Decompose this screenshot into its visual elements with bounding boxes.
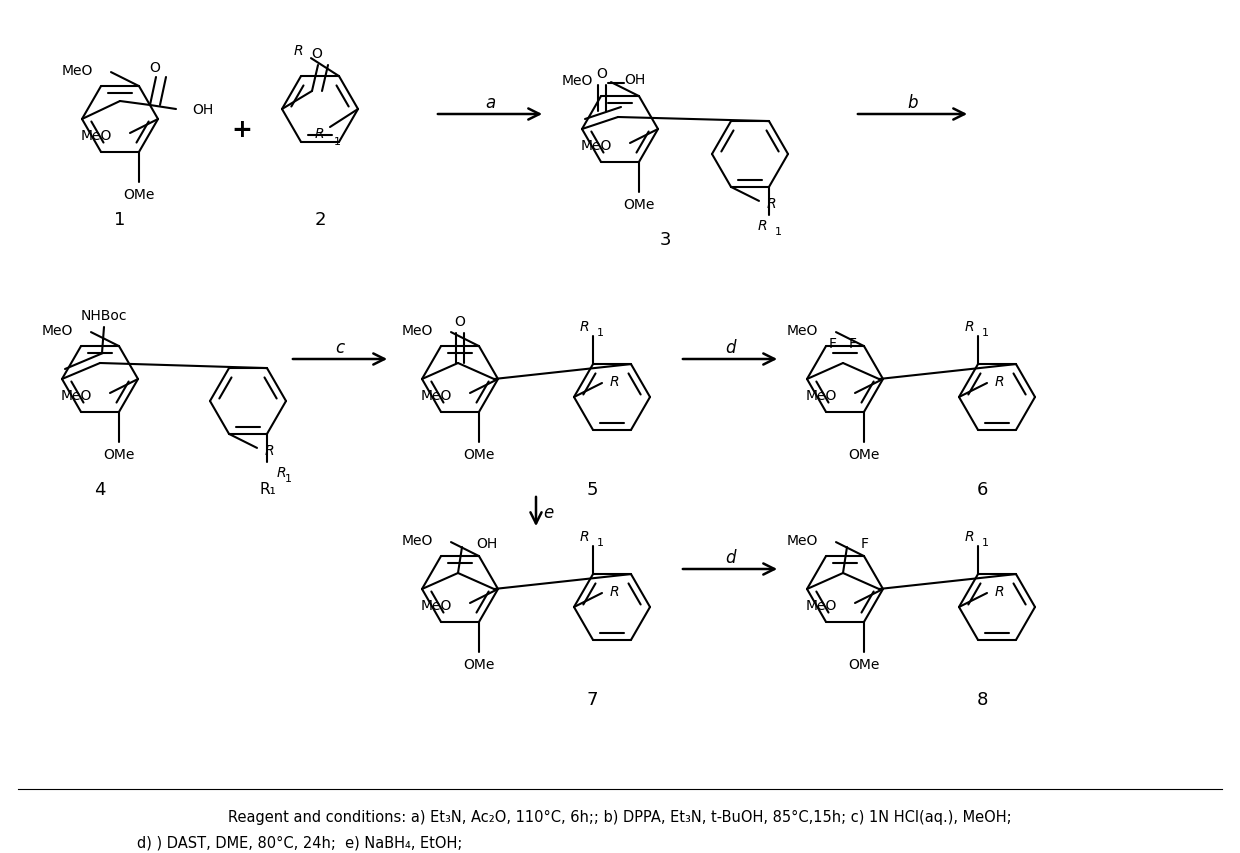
Text: 1: 1 bbox=[982, 328, 990, 338]
Text: 5: 5 bbox=[587, 480, 598, 498]
Text: O: O bbox=[455, 315, 465, 328]
Text: +: + bbox=[232, 118, 253, 142]
Text: R: R bbox=[315, 127, 324, 141]
Text: O: O bbox=[311, 47, 322, 61]
Text: OMe: OMe bbox=[464, 447, 495, 461]
Text: 1: 1 bbox=[596, 328, 604, 338]
Text: b: b bbox=[908, 94, 918, 112]
Text: MeO: MeO bbox=[806, 389, 837, 403]
Text: R: R bbox=[610, 374, 620, 389]
Text: OH: OH bbox=[476, 537, 497, 550]
Text: 6: 6 bbox=[976, 480, 988, 498]
Text: OMe: OMe bbox=[103, 447, 135, 461]
Text: OMe: OMe bbox=[464, 657, 495, 671]
Text: F: F bbox=[849, 337, 857, 351]
Text: MeO: MeO bbox=[806, 598, 837, 612]
Text: c: c bbox=[336, 339, 345, 357]
Text: R₁: R₁ bbox=[259, 482, 277, 497]
Text: R: R bbox=[579, 530, 589, 543]
Text: 1: 1 bbox=[982, 537, 990, 548]
Text: MeO: MeO bbox=[420, 598, 453, 612]
Text: R: R bbox=[758, 218, 768, 233]
Text: MeO: MeO bbox=[786, 323, 818, 338]
Text: 4: 4 bbox=[94, 480, 105, 498]
Text: MeO: MeO bbox=[61, 389, 92, 403]
Text: 3: 3 bbox=[660, 230, 671, 249]
Text: OH: OH bbox=[624, 73, 645, 87]
Text: R: R bbox=[265, 444, 274, 457]
Text: R: R bbox=[579, 320, 589, 334]
Text: R: R bbox=[768, 197, 776, 211]
Text: MeO: MeO bbox=[81, 129, 112, 142]
Text: MeO: MeO bbox=[62, 64, 93, 78]
Text: MeO: MeO bbox=[420, 389, 453, 403]
Text: MeO: MeO bbox=[402, 533, 433, 548]
Text: d: d bbox=[724, 339, 735, 357]
Text: d) ) DAST, DME, 80°C, 24h;  e) NaBH₄, EtOH;: d) ) DAST, DME, 80°C, 24h; e) NaBH₄, EtO… bbox=[138, 835, 463, 850]
Text: 1: 1 bbox=[285, 473, 291, 484]
Text: O: O bbox=[596, 67, 608, 81]
Text: NHBoc: NHBoc bbox=[81, 309, 128, 322]
Text: 8: 8 bbox=[976, 690, 988, 708]
Text: MeO: MeO bbox=[42, 323, 73, 338]
Text: R: R bbox=[994, 374, 1004, 389]
Text: MeO: MeO bbox=[580, 139, 613, 153]
Text: MeO: MeO bbox=[402, 323, 433, 338]
Text: 1: 1 bbox=[114, 211, 125, 229]
Text: OMe: OMe bbox=[848, 657, 879, 671]
Text: R: R bbox=[294, 44, 303, 58]
Text: 7: 7 bbox=[587, 690, 598, 708]
Text: 1: 1 bbox=[596, 537, 604, 548]
Text: d: d bbox=[724, 548, 735, 566]
Text: a: a bbox=[485, 94, 495, 112]
Text: R: R bbox=[610, 584, 620, 598]
Text: R: R bbox=[965, 320, 973, 334]
Text: 1: 1 bbox=[334, 136, 341, 147]
Text: Reagent and conditions: a) Et₃N, Ac₂O, 110°C, 6h;; b) DPPA, Et₃N, t-BuOH, 85°C,1: Reagent and conditions: a) Et₃N, Ac₂O, 1… bbox=[228, 809, 1012, 824]
Text: MeO: MeO bbox=[786, 533, 818, 548]
Text: OH: OH bbox=[192, 103, 213, 117]
Text: OMe: OMe bbox=[624, 198, 655, 212]
Text: e: e bbox=[543, 503, 553, 521]
Text: OMe: OMe bbox=[848, 447, 879, 461]
Text: F: F bbox=[861, 537, 869, 550]
Text: 2: 2 bbox=[314, 211, 326, 229]
Text: R: R bbox=[994, 584, 1004, 598]
Text: OMe: OMe bbox=[123, 188, 155, 201]
Text: R: R bbox=[965, 530, 973, 543]
Text: 1: 1 bbox=[775, 227, 782, 236]
Text: MeO: MeO bbox=[562, 74, 593, 88]
Text: O: O bbox=[150, 61, 160, 75]
Text: F: F bbox=[830, 337, 837, 351]
Text: R: R bbox=[277, 466, 286, 479]
